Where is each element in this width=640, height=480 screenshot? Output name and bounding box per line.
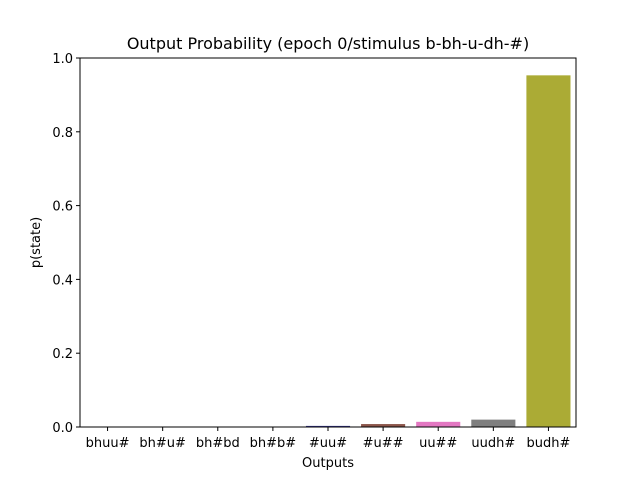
y-tick-label: 0.6 <box>52 200 73 215</box>
y-tick-label: 0.2 <box>52 347 73 362</box>
x-tick-label: bh#bd <box>196 436 240 451</box>
bar-#u## <box>361 424 406 427</box>
bar-uudh# <box>471 419 516 427</box>
chart-title: Output Probability (epoch 0/stimulus b-b… <box>127 34 529 53</box>
x-tick-label: #u## <box>363 436 404 451</box>
x-tick-label: bhuu# <box>86 436 130 451</box>
x-tick-label: bh#u# <box>139 436 186 451</box>
y-axis-label: p(state) <box>29 217 44 268</box>
bar-budh# <box>526 75 571 427</box>
x-tick-label: budh# <box>527 436 571 451</box>
x-tick-label: #uu# <box>309 436 347 451</box>
x-axis: bhuu# bh#u# bh#bd bh#b# #uu# #u## uu## uudh# bud… <box>86 427 571 451</box>
bar-uu## <box>416 421 461 427</box>
x-tick-label: uudh# <box>471 436 515 451</box>
y-tick-label: 0.0 <box>52 421 73 436</box>
bars-group <box>85 75 571 427</box>
y-tick-label: 1.0 <box>52 52 73 67</box>
plot-frame <box>79 57 577 428</box>
x-tick-label: bh#b# <box>250 436 297 451</box>
y-tick-label: 0.4 <box>52 273 73 288</box>
bar-#uu# <box>305 425 351 427</box>
y-axis: 0.0 0.2 0.4 0.6 0.8 1.0 <box>52 52 80 436</box>
x-tick-label: uu## <box>419 436 457 451</box>
y-tick-label: 0.8 <box>52 126 73 141</box>
x-axis-label: Outputs <box>302 456 354 471</box>
